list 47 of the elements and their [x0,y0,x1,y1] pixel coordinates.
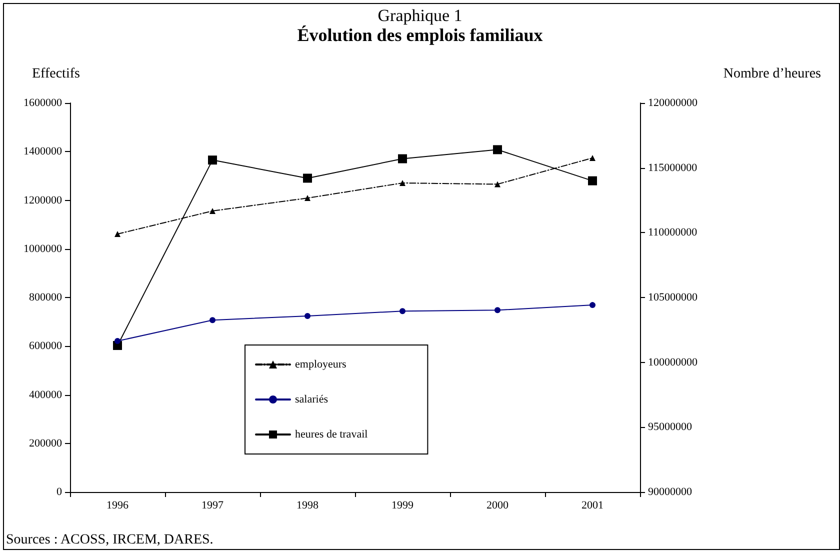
y-tick-label: 800000 [29,292,62,304]
y-tick-label: 1000000 [24,242,62,255]
point [210,317,216,324]
x-tick-label: 1996 [106,500,129,512]
point [494,181,500,188]
y-axis-title: Effectifs [32,66,80,82]
y2-tick-label: 90000000 [648,486,692,498]
chart-title: Graphique 1 [378,6,462,25]
chart-subtitle: Évolution des emplois familiaux [297,25,543,45]
source-note: Sources : ACOSS, IRCEM, DARES. [6,532,214,548]
y2-tick-label: 120000000 [648,97,698,109]
point [590,302,596,308]
point [400,308,406,314]
y2-tick-label: 115000000 [648,162,698,174]
point [400,180,406,186]
y-tick-label: 200000 [29,437,62,450]
point [303,174,312,183]
y-tick-label: 600000 [29,340,62,352]
x-tick-label: 1999 [392,500,414,512]
point [304,195,310,202]
y-tick-label: 400000 [29,388,62,401]
point [398,154,407,164]
point [588,176,597,186]
y2-tick-label: 95000000 [648,421,692,434]
legend-label: heures de travail [295,428,368,440]
point [208,156,217,165]
point [493,145,502,154]
y-tick-label: 1600000 [24,97,62,109]
y2-tick-label: 110000000 [648,226,698,239]
y-tick-label: 1400000 [24,146,62,158]
point [494,307,500,314]
legend-label: salariés [295,394,328,406]
y-tick-label: 1200000 [24,194,62,206]
y-tick-label: 0 [56,486,62,498]
x-tick-label: 2001 [582,500,604,512]
point [114,338,120,344]
x-tick-label: 1997 [202,500,224,512]
point [210,208,216,214]
x-tick-label: 2000 [486,500,509,512]
x-tick-label: 1998 [296,500,319,512]
legend-label: employeurs [295,358,346,370]
y2-tick-label: 100000000 [648,356,698,368]
y2-tick-label: 105000000 [648,292,698,304]
point [590,154,596,161]
point [304,312,310,319]
point [114,231,120,238]
y2-axis-title: Nombre d’heures [723,66,821,82]
